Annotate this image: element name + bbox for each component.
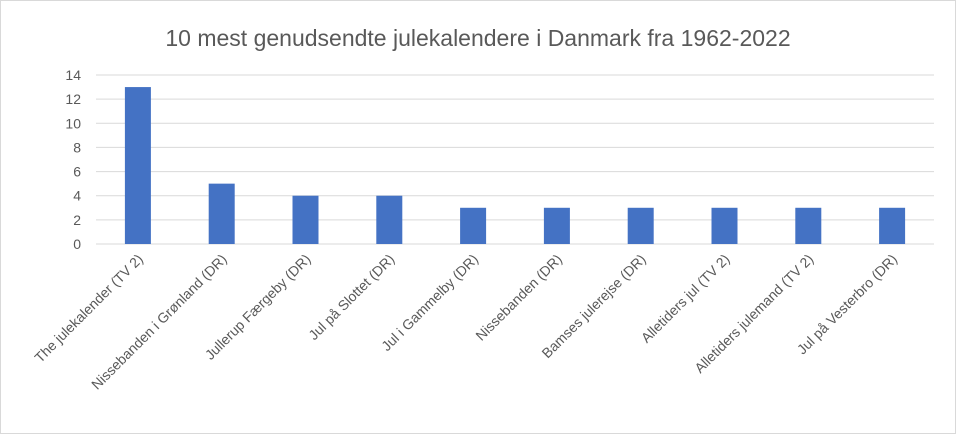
bar [460, 207, 487, 244]
x-category-label: Nissebanden (DR) [472, 251, 565, 344]
y-tick-label: 10 [65, 115, 81, 131]
x-axis-labels: The julekalender (TV 2)Nissebanden i Grø… [31, 251, 900, 393]
bar [711, 207, 738, 244]
bar [795, 207, 822, 244]
y-tick-label: 4 [73, 188, 81, 204]
bar [208, 183, 235, 244]
bar [376, 195, 403, 244]
bar [543, 207, 570, 244]
x-category-label: Alletiders jul (TV 2) [638, 251, 733, 346]
y-tick-label: 8 [73, 139, 81, 155]
x-category-label: Jul på Slottet (DR) [305, 251, 397, 343]
y-tick-label: 14 [65, 67, 81, 83]
bar [627, 207, 654, 244]
bar [124, 87, 151, 244]
bars [124, 87, 906, 244]
y-tick-label: 12 [65, 91, 81, 107]
x-category-label: Jul i Gammelby (DR) [378, 251, 481, 354]
y-tick-label: 0 [73, 236, 81, 252]
chart-title: 10 mest genudsendte julekalendere i Danm… [165, 25, 790, 51]
bar [292, 195, 319, 244]
bar [879, 207, 906, 244]
y-tick-label: 6 [73, 164, 81, 180]
x-category-label: Nissebanden i Grønland (DR) [88, 251, 230, 393]
y-axis-ticks: 0 2 4 6 8 10 12 14 [65, 67, 81, 252]
gridlines [96, 74, 934, 245]
y-tick-label: 2 [73, 212, 81, 228]
